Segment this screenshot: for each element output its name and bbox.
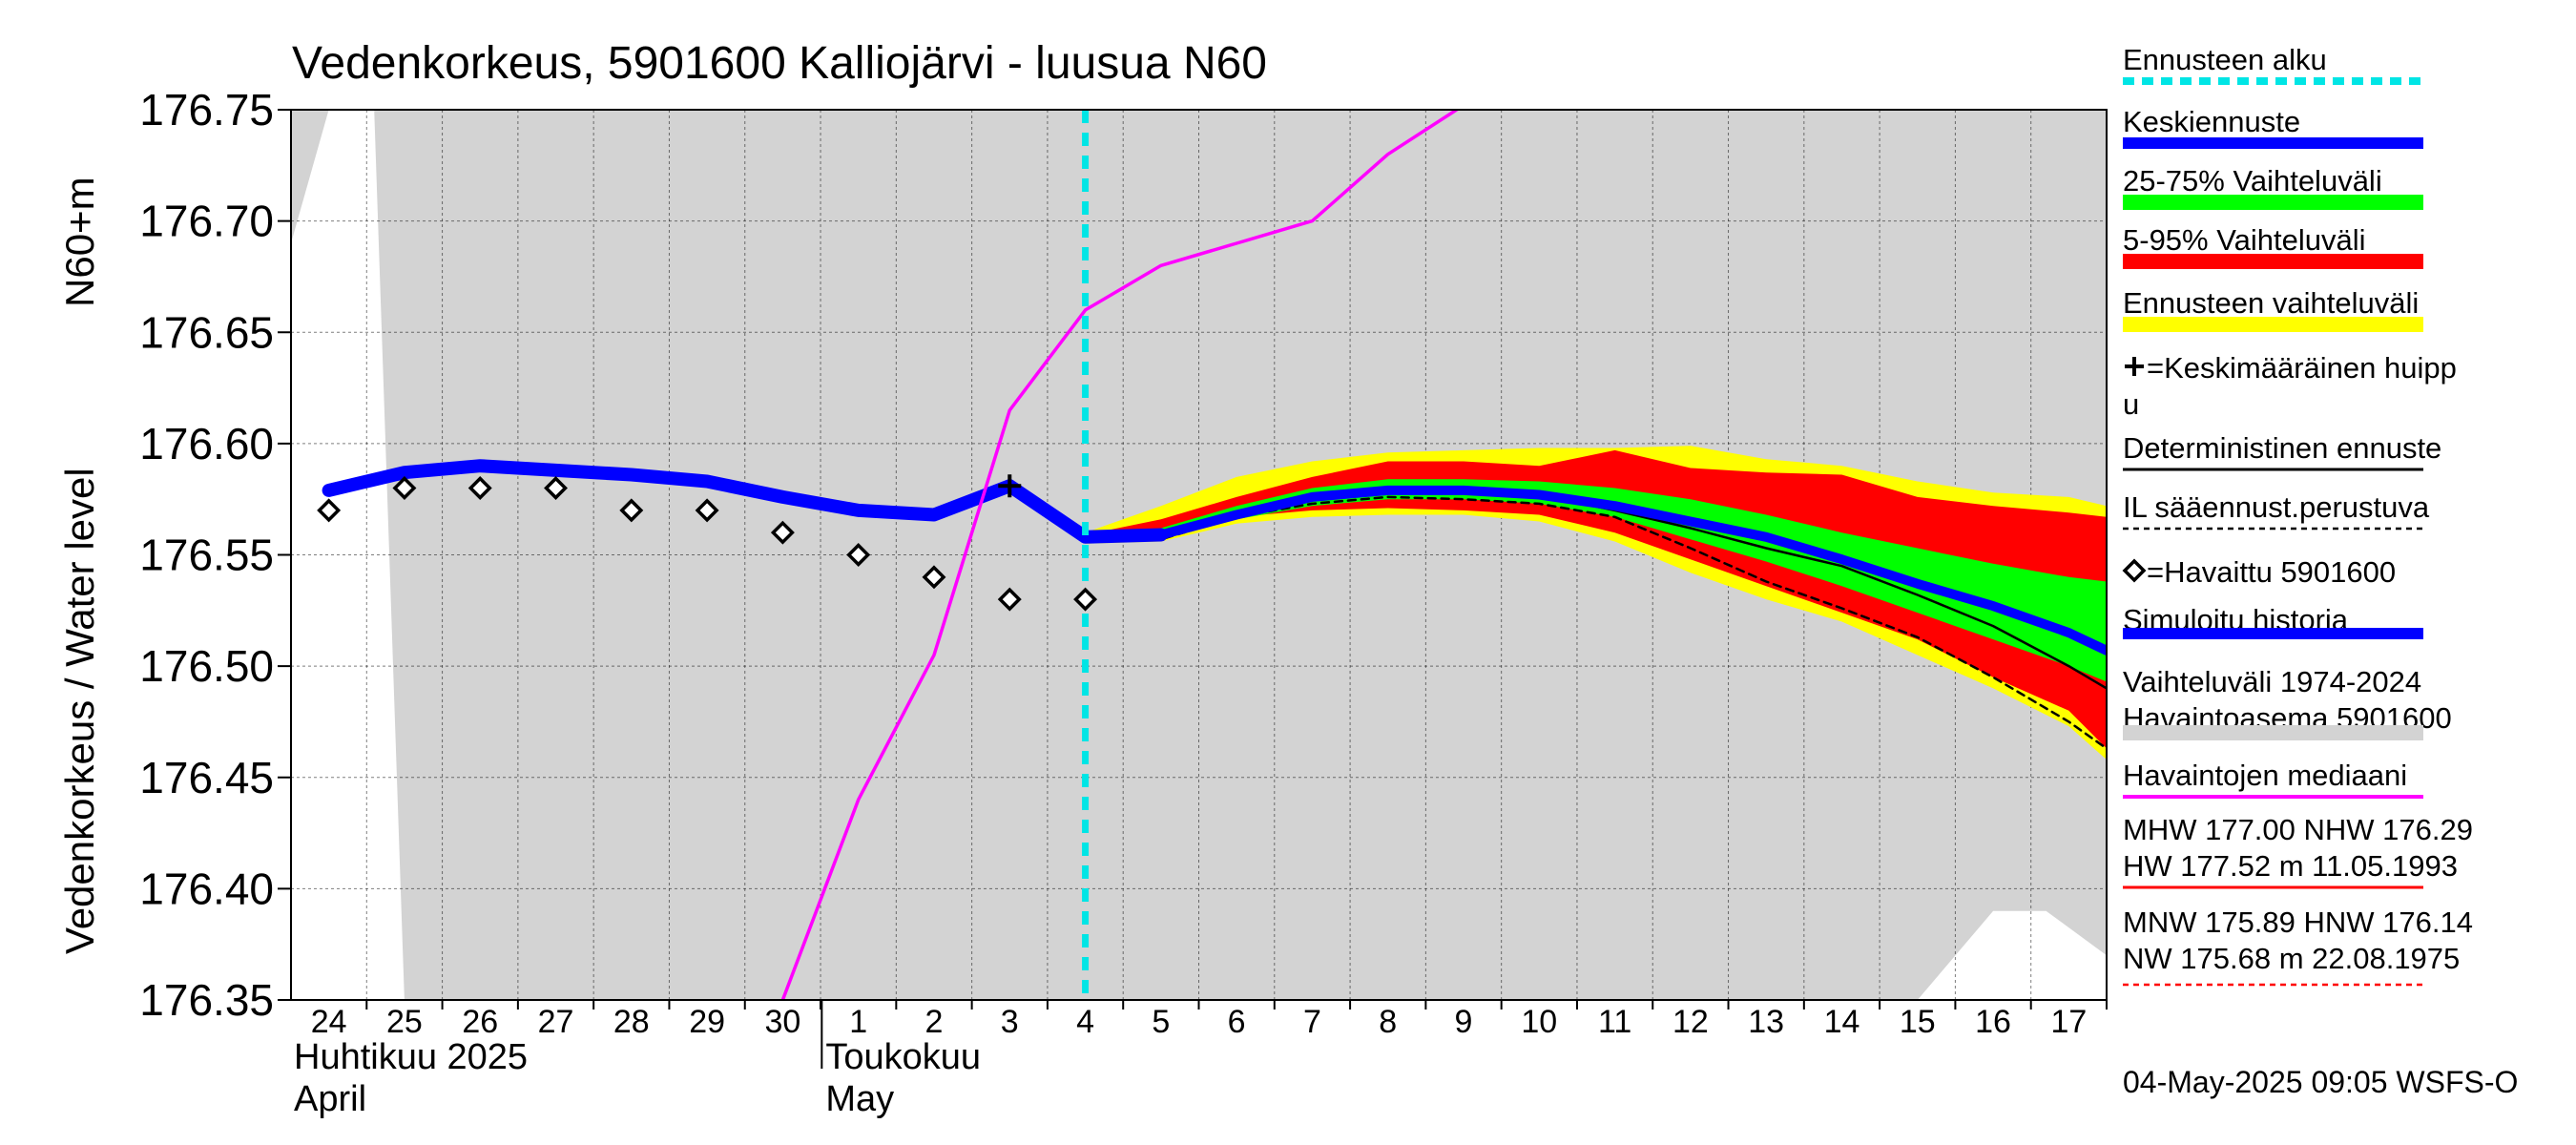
- chart-title: Vedenkorkeus, 5901600 Kalliojärvi - luus…: [292, 38, 1267, 89]
- legend-item: Ennusteen alku: [2123, 43, 2423, 85]
- x-tick-label: 12: [1672, 1004, 1709, 1040]
- x-tick-label: 13: [1748, 1004, 1784, 1040]
- y-tick-label: 176.40: [139, 864, 274, 913]
- observed-point: [619, 498, 644, 523]
- y-tick-label: 176.45: [139, 753, 274, 802]
- y-axis-ticks: 176.75 176.70 176.65 176.60 176.55 176.50 176.…: [139, 85, 291, 1025]
- month-label-en: April: [294, 1079, 366, 1119]
- y-tick-label: 176.60: [139, 419, 274, 468]
- footer-timestamp: 04-May-2025 09:05 WSFS-O: [2123, 1065, 2518, 1099]
- legend-label: 5-95% Vaihteluväli: [2123, 223, 2365, 257]
- observed-point: [770, 520, 795, 545]
- band-5-95-vaihteluv-li: [1085, 449, 2107, 749]
- legend-item: Vaihteluväli 1974-2024 Havaintoasema 590…: [2123, 665, 2452, 740]
- mean-peak-marker: [998, 474, 1022, 498]
- legend-item: Ennusteen vaihteluväli: [2123, 286, 2423, 332]
- x-tick-label: 24: [311, 1004, 347, 1040]
- legend-label: NW 175.68 m 22.08.1975: [2123, 942, 2460, 975]
- observed-point: [922, 565, 946, 590]
- y-axis-label: Vedenkorkeus / Water level: [57, 468, 102, 954]
- plot-area: [291, 110, 2107, 1000]
- x-tick-label: 15: [1900, 1004, 1936, 1040]
- x-tick-label: 28: [613, 1004, 650, 1040]
- month-label-en: May: [825, 1079, 894, 1119]
- observed-point: [392, 476, 417, 500]
- legend-label: =Keskimääräinen huipp: [2147, 351, 2457, 385]
- legend-label: Vaihteluväli 1974-2024: [2123, 665, 2421, 698]
- y-tick-label: 176.65: [139, 307, 274, 357]
- x-tick-label: 14: [1824, 1004, 1860, 1040]
- observed-point: [846, 543, 871, 567]
- legend-label: 25-75% Vaihteluväli: [2123, 164, 2382, 198]
- x-axis-ticks: 24 25 26 27 28 29 30 1 2 3 4 5 6 7 8 9 10 11 12 13 14 15 16 17: [311, 1000, 2108, 1040]
- legend-label: Havaintojen mediaani: [2123, 759, 2407, 792]
- y-tick-label: 176.70: [139, 197, 274, 246]
- y-axis-unit-label: N60+m: [57, 177, 102, 307]
- x-tick-label: 16: [1975, 1004, 2011, 1040]
- legend-item: Simuloitu historia: [2123, 603, 2423, 639]
- observed-point: [317, 498, 342, 523]
- series-simuloitu-historia: [322, 459, 1168, 544]
- legend-item: Keskiennuste: [2123, 105, 2423, 149]
- legend-diamond-icon: [2122, 558, 2147, 583]
- x-tick-label: 25: [386, 1004, 423, 1040]
- x-tick-label: 4: [1076, 1004, 1094, 1040]
- legend-label: HW 177.52 m 11.05.1993: [2123, 849, 2458, 883]
- observed-point: [467, 476, 492, 500]
- x-tick-label: 6: [1228, 1004, 1246, 1040]
- x-tick-label: 3: [1001, 1004, 1019, 1040]
- x-tick-label: 27: [538, 1004, 574, 1040]
- legend-label-wrap: u: [2123, 387, 2139, 421]
- x-tick-label: 1: [849, 1004, 867, 1040]
- y-tick-label: 176.55: [139, 531, 274, 580]
- x-tick-label: 29: [689, 1004, 725, 1040]
- x-tick-label: 5: [1152, 1004, 1170, 1040]
- observed-point: [695, 498, 719, 523]
- y-tick-label: 176.35: [139, 975, 274, 1025]
- y-tick-label: 176.50: [139, 641, 274, 691]
- legend-item: 25-75% Vaihteluväli: [2123, 164, 2423, 210]
- legend-label: Keskiennuste: [2123, 105, 2300, 138]
- x-tick-label: 30: [764, 1004, 800, 1040]
- legend-item: Deterministinen ennuste: [2123, 431, 2441, 471]
- legend-label: Deterministinen ennuste: [2123, 431, 2441, 465]
- legend-label: =Havaittu 5901600: [2147, 555, 2396, 589]
- legend-plus-icon: [2125, 357, 2144, 376]
- legend-label: MNW 175.89 HNW 176.14: [2123, 906, 2473, 939]
- observed-point: [997, 587, 1022, 612]
- legend-item: IL sääennust.perustuva: [2123, 490, 2430, 531]
- x-tick-label: 9: [1455, 1004, 1473, 1040]
- month-label-fi: Huhtikuu 2025: [294, 1037, 528, 1077]
- legend-item: Havaintojen mediaani: [2123, 759, 2423, 799]
- legend-label: Ennusteen vaihteluväli: [2123, 286, 2419, 320]
- x-tick-label: 10: [1521, 1004, 1557, 1040]
- x-tick-label: 8: [1379, 1004, 1397, 1040]
- series-havaintojen-mediaani: [780, 110, 1460, 1000]
- legend-label: MHW 177.00 NHW 176.29: [2123, 813, 2473, 846]
- x-tick-label: 7: [1303, 1004, 1321, 1040]
- x-tick-label: 11: [1598, 1004, 1631, 1040]
- month-label-fi: Toukokuu: [825, 1037, 981, 1077]
- x-tick-label: 2: [925, 1004, 944, 1040]
- y-tick-label: 176.75: [139, 85, 274, 135]
- legend-label: Ennusteen alku: [2123, 43, 2327, 76]
- series-keskiennuste: [1080, 485, 2107, 656]
- x-tick-label: 17: [2050, 1004, 2087, 1040]
- x-tick-label: 26: [462, 1004, 498, 1040]
- plot-frame: [290, 109, 2108, 1001]
- legend-item: =Havaittu 5901600: [2122, 555, 2396, 589]
- legend-item: 5-95% Vaihteluväli: [2123, 223, 2423, 269]
- observed-point: [1073, 587, 1098, 612]
- observed-point: [544, 476, 568, 500]
- legend: Ennusteen alku Keskiennuste 25-75% Vaihtel…: [2122, 43, 2473, 987]
- legend-label: IL sääennust.perustuva: [2123, 490, 2430, 524]
